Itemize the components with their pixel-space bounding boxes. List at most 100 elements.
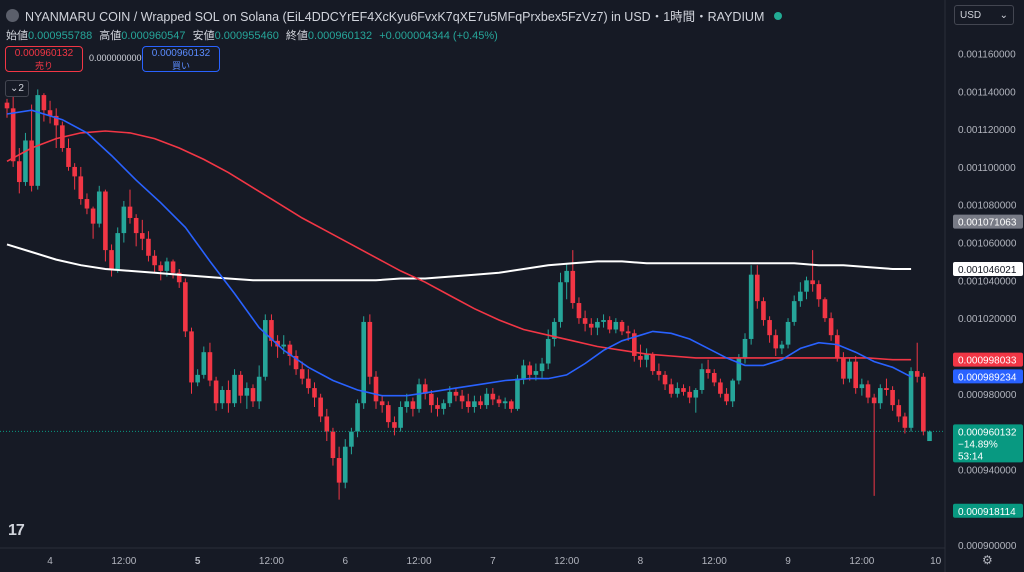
candle-body: [306, 378, 311, 389]
currency-select[interactable]: USD ⌄: [954, 5, 1014, 25]
candle-body: [84, 199, 90, 209]
high-label: 高値: [99, 30, 122, 42]
candle-body: [29, 140, 34, 186]
chevron-down-icon: ⌄: [10, 83, 19, 94]
candle-body: [539, 363, 545, 372]
candle-body: [668, 384, 674, 394]
candle-body: [336, 458, 342, 483]
indicators-toggle-button[interactable]: ⌄2: [5, 80, 29, 97]
candle-body: [459, 395, 465, 402]
buy-button[interactable]: 0.000960132 買い: [142, 46, 220, 72]
candle-body: [847, 361, 852, 379]
candle-body: [730, 380, 735, 402]
candle-body: [41, 95, 47, 111]
candle-body: [478, 401, 483, 406]
candle-body: [834, 335, 840, 358]
x-tick-label: 12:00: [849, 556, 874, 567]
open-label: 始値: [6, 30, 28, 42]
candle-body: [841, 357, 846, 379]
candle-body: [349, 431, 354, 447]
candle-body: [871, 397, 877, 404]
price-label-bg: [953, 503, 1023, 518]
candle-body: [66, 148, 71, 167]
y-tick-label: 0.001120000: [958, 125, 1016, 136]
candle-body: [681, 388, 686, 392]
y-tick-label: 0.000900000: [958, 541, 1017, 552]
candle-body: [828, 318, 834, 336]
x-tick-label: 12:00: [259, 556, 284, 567]
low-value: 0.000955460: [214, 30, 279, 42]
candle-body: [908, 371, 914, 428]
candle-body: [705, 369, 711, 373]
candle-body: [878, 388, 883, 404]
settings-gear-icon[interactable]: ⚙: [982, 553, 993, 567]
candle-body: [4, 102, 10, 109]
y-tick-label: 0.001140000: [958, 87, 1016, 98]
candle-body: [121, 206, 127, 234]
candle-body: [853, 361, 858, 389]
candle-body: [558, 282, 563, 322]
candle-body: [711, 372, 717, 383]
x-tick-label: 4: [47, 556, 53, 567]
candle-body: [718, 382, 723, 394]
candle-body: [207, 352, 213, 381]
chevron-down-icon: ⌄: [999, 10, 1008, 21]
candle-body: [859, 384, 865, 389]
close-label: 終値: [285, 30, 308, 42]
candle-body: [490, 393, 496, 400]
candle-body: [373, 376, 379, 402]
candle-body: [226, 389, 231, 404]
candle-body: [176, 272, 182, 283]
candle-body: [189, 331, 194, 383]
candle-body: [552, 321, 557, 339]
candle-body: [269, 320, 274, 341]
y-tick-label: 0.000940000: [958, 465, 1017, 476]
candle-body: [293, 355, 299, 370]
candle-body: [804, 280, 809, 292]
candle-body: [392, 422, 397, 428]
candle-body: [816, 284, 822, 300]
candle-body: [644, 354, 649, 360]
candle-body: [263, 320, 268, 377]
candle-body: [447, 391, 453, 404]
candle-body: [791, 301, 797, 322]
price-label: 0.000989234: [958, 372, 1017, 383]
candle-body: [287, 344, 293, 356]
price-label-bg: [953, 352, 1023, 367]
last-price-label-bg: [953, 424, 1023, 463]
price-label: 0.001046021: [958, 265, 1017, 276]
candle-body: [742, 338, 748, 358]
candle-body: [133, 217, 139, 234]
candle-body: [601, 320, 606, 322]
y-tick-label: 0.001060000: [958, 239, 1017, 250]
candle-body: [318, 397, 323, 417]
candle-body: [890, 389, 895, 406]
candle-body: [564, 270, 569, 283]
candle-body: [699, 369, 705, 390]
candle-body: [822, 299, 828, 319]
candle-body: [582, 318, 588, 324]
currency-value: USD: [960, 10, 982, 21]
candle-body: [324, 416, 330, 432]
candle-body: [638, 355, 643, 360]
sell-button[interactable]: 0.000960132 売り: [5, 46, 83, 72]
candle-body: [767, 320, 772, 336]
candle-body: [90, 208, 96, 224]
candle-body: [386, 405, 391, 423]
candle-body: [312, 388, 317, 398]
candle-body: [10, 108, 16, 162]
candle-body: [927, 431, 932, 442]
open-value: 0.000955788: [28, 30, 93, 42]
candle-body: [810, 280, 815, 285]
candle-body: [921, 376, 926, 432]
price-label-bg: [953, 369, 1023, 384]
candle-body: [170, 261, 176, 273]
candle-body: [496, 399, 502, 404]
y-tick-label: 0.001080000: [958, 201, 1017, 212]
candle-body: [527, 365, 533, 375]
ma-blue-line: [6, 109, 912, 397]
candle-body: [330, 431, 336, 459]
candle-body: [884, 388, 889, 390]
x-tick-label: 12:00: [111, 556, 136, 567]
